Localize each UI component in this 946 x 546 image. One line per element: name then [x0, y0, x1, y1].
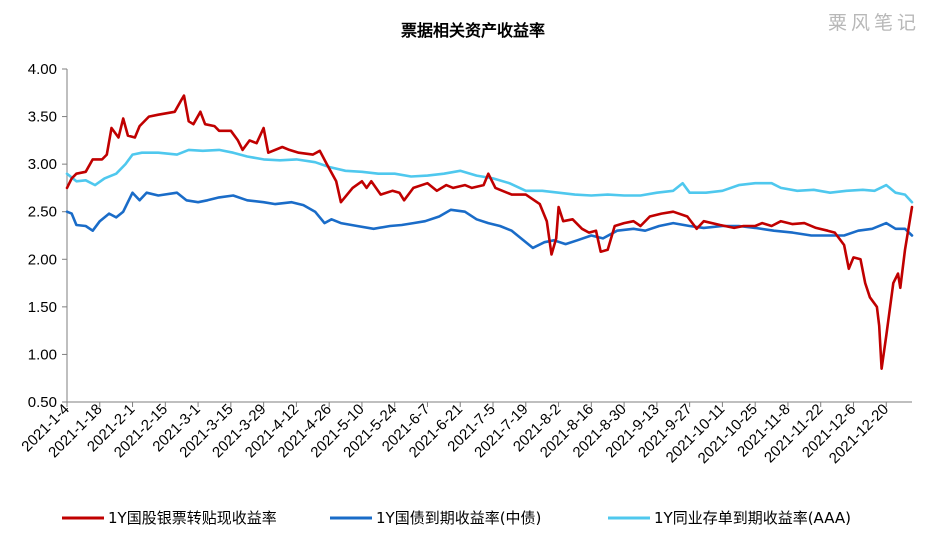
y-tick-label: 1.00	[28, 346, 57, 363]
legend: 1Y国股银票转贴现收益率 1Y国债到期收益率(中债) 1Y同业存单到期收益率(AAA…	[62, 509, 851, 527]
series-layer	[65, 94, 914, 370]
legend-label-3: 1Y同业存单到期收益率(AAA)	[654, 509, 851, 527]
y-tick-label: 0.50	[28, 394, 57, 411]
y-tick-label: 1.50	[28, 299, 57, 316]
y-tick-label: 3.00	[28, 156, 57, 173]
y-tick-label: 2.50	[28, 204, 57, 221]
y-tick-label: 4.00	[28, 61, 57, 78]
y-tick-label: 3.50	[28, 109, 57, 126]
chart-title: 票据相关资产收益率	[401, 21, 545, 40]
axes: 4.003.503.002.502.001.501.000.502021-1-4…	[18, 61, 912, 467]
series-line-3	[65, 148, 914, 204]
legend-label-2: 1Y国债到期收益率(中债)	[376, 509, 541, 527]
series-line-2	[65, 191, 914, 250]
y-tick-label: 2.00	[28, 251, 57, 268]
watermark: 粟风笔记	[828, 12, 920, 34]
series-line-1	[65, 94, 914, 370]
legend-label-1: 1Y国股银票转贴现收益率	[108, 509, 277, 527]
